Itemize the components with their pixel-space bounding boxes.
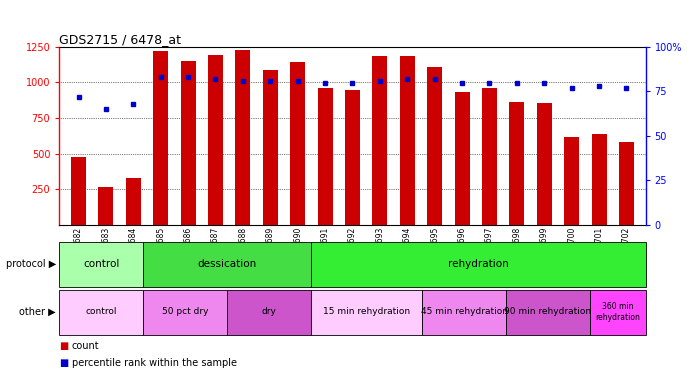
Text: count: count xyxy=(72,341,100,351)
Text: percentile rank within the sample: percentile rank within the sample xyxy=(72,358,237,368)
Bar xyxy=(454,93,470,225)
Text: ■: ■ xyxy=(59,341,68,351)
Bar xyxy=(181,61,195,225)
Text: control: control xyxy=(83,260,119,269)
Bar xyxy=(126,178,141,225)
Bar xyxy=(400,56,415,225)
Text: 15 min rehydration: 15 min rehydration xyxy=(323,308,410,316)
Text: GDS2715 / 6478_at: GDS2715 / 6478_at xyxy=(59,33,181,46)
Bar xyxy=(345,90,360,225)
Text: 50 pct dry: 50 pct dry xyxy=(162,308,208,316)
Bar xyxy=(311,242,646,287)
Bar xyxy=(318,88,333,225)
Bar xyxy=(59,242,143,287)
Bar xyxy=(564,137,579,225)
Text: dry: dry xyxy=(261,308,276,316)
Text: other ▶: other ▶ xyxy=(20,307,56,317)
Text: protocol ▶: protocol ▶ xyxy=(6,260,56,269)
Bar xyxy=(537,103,552,225)
Bar xyxy=(372,56,387,225)
Bar xyxy=(427,67,443,225)
Bar xyxy=(590,290,646,334)
Bar xyxy=(510,102,524,225)
Bar xyxy=(208,55,223,225)
Bar xyxy=(235,50,251,225)
Bar xyxy=(591,134,607,225)
Bar xyxy=(71,157,86,225)
Bar xyxy=(482,88,497,225)
Bar xyxy=(143,290,227,334)
Bar xyxy=(143,242,311,287)
Text: dessication: dessication xyxy=(198,260,256,269)
Text: 90 min rehydration: 90 min rehydration xyxy=(505,308,591,316)
Bar xyxy=(153,51,168,225)
Bar xyxy=(262,70,278,225)
Bar xyxy=(59,290,143,334)
Bar xyxy=(227,290,311,334)
Text: ■: ■ xyxy=(59,358,68,368)
Bar xyxy=(422,290,506,334)
Text: control: control xyxy=(85,308,117,316)
Bar xyxy=(311,290,422,334)
Text: 360 min
rehydration: 360 min rehydration xyxy=(595,302,640,322)
Bar xyxy=(619,142,634,225)
Text: 45 min rehydration: 45 min rehydration xyxy=(421,308,507,316)
Bar xyxy=(98,186,114,225)
Bar xyxy=(290,62,305,225)
Bar xyxy=(506,290,590,334)
Text: rehydration: rehydration xyxy=(447,260,509,269)
